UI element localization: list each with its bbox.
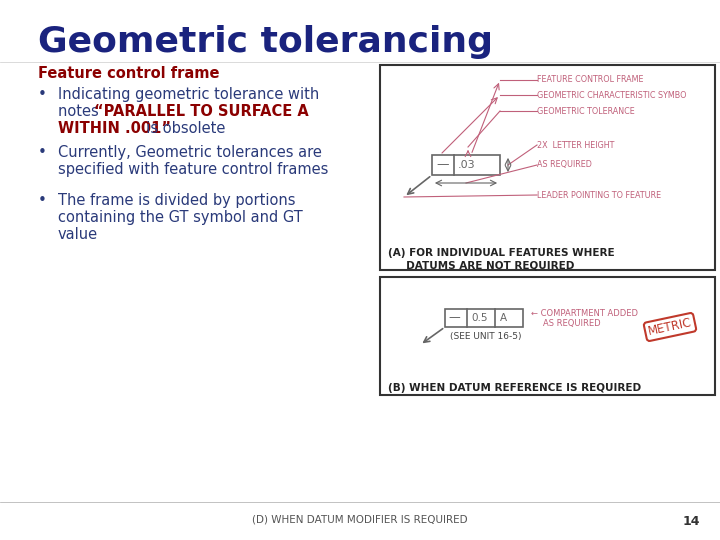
- Text: is obsolete: is obsolete: [137, 121, 225, 136]
- Text: (SEE UNIT 16-5): (SEE UNIT 16-5): [450, 332, 521, 341]
- Text: AS REQUIRED: AS REQUIRED: [543, 319, 600, 328]
- Text: (B) WHEN DATUM REFERENCE IS REQUIRED: (B) WHEN DATUM REFERENCE IS REQUIRED: [388, 383, 641, 393]
- Text: Currently, Geometric tolerances are: Currently, Geometric tolerances are: [58, 145, 322, 160]
- Bar: [445, 309, 523, 327]
- Text: LEADER POINTING TO FEATURE: LEADER POINTING TO FEATURE: [537, 191, 661, 199]
- Text: AS REQUIRED: AS REQUIRED: [537, 160, 592, 170]
- Text: GEOMETRIC TOLERANCE: GEOMETRIC TOLERANCE: [537, 106, 635, 116]
- Text: 0.5: 0.5: [471, 313, 487, 323]
- Text: (A) FOR INDIVIDUAL FEATURES WHERE: (A) FOR INDIVIDUAL FEATURES WHERE: [388, 248, 615, 258]
- Text: GEOMETRIC CHARACTERISTIC SYMBO: GEOMETRIC CHARACTERISTIC SYMBO: [537, 91, 686, 99]
- Text: A: A: [500, 313, 507, 323]
- Text: Geometric tolerancing: Geometric tolerancing: [38, 25, 493, 59]
- Text: —: —: [436, 159, 449, 172]
- Text: FEATURE CONTROL FRAME: FEATURE CONTROL FRAME: [537, 76, 644, 84]
- Bar: [432, 155, 500, 175]
- Bar: [380, 65, 715, 270]
- Text: METRIC: METRIC: [647, 316, 693, 338]
- Text: “PARALLEL TO SURFACE A: “PARALLEL TO SURFACE A: [94, 104, 309, 119]
- Text: Indicating geometric tolerance with: Indicating geometric tolerance with: [58, 87, 319, 102]
- Text: value: value: [58, 227, 98, 242]
- Text: —: —: [448, 312, 460, 325]
- Text: •: •: [38, 87, 47, 102]
- Text: The frame is divided by portions: The frame is divided by portions: [58, 193, 295, 208]
- Text: notes: notes: [58, 104, 104, 119]
- Text: specified with feature control frames: specified with feature control frames: [58, 162, 328, 177]
- Text: DATUMS ARE NOT REQUIRED: DATUMS ARE NOT REQUIRED: [388, 261, 575, 271]
- Text: WITHIN .001”: WITHIN .001”: [58, 121, 171, 136]
- Text: Feature control frame: Feature control frame: [38, 66, 220, 81]
- Text: (D) WHEN DATUM MODIFIER IS REQUIRED: (D) WHEN DATUM MODIFIER IS REQUIRED: [252, 515, 468, 525]
- Text: .03: .03: [458, 160, 476, 170]
- Text: ← COMPARTMENT ADDED: ← COMPARTMENT ADDED: [531, 309, 638, 318]
- Bar: [380, 277, 715, 395]
- Text: 14: 14: [683, 515, 700, 528]
- Text: •: •: [38, 193, 47, 208]
- Text: containing the GT symbol and GT: containing the GT symbol and GT: [58, 210, 302, 225]
- Text: •: •: [38, 145, 47, 160]
- Text: 2X  LETTER HEIGHT: 2X LETTER HEIGHT: [537, 140, 614, 150]
